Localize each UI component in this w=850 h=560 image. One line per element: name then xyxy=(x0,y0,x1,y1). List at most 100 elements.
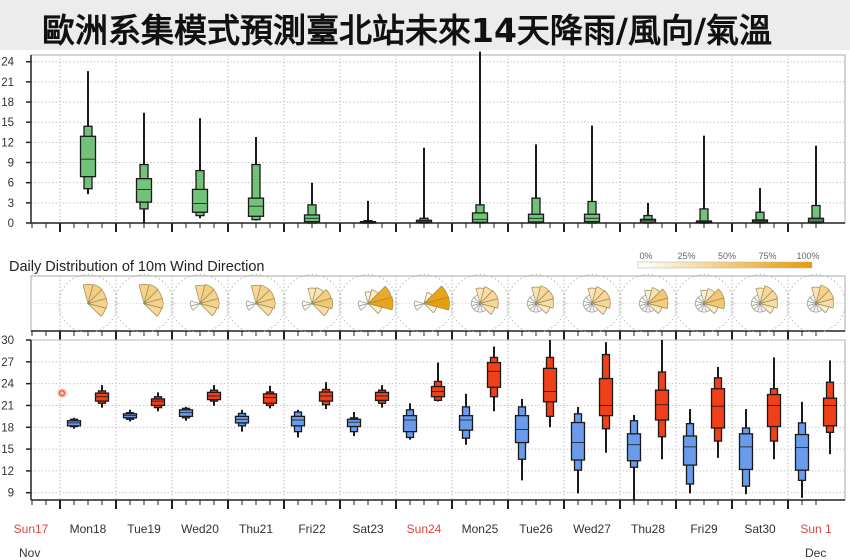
day-label: Sat30 xyxy=(744,522,776,536)
p10-p90-box xyxy=(251,163,261,221)
y-tick-label: 6 xyxy=(8,178,14,190)
tmin-box-Sun24 xyxy=(402,403,418,440)
p25-p75-box xyxy=(626,433,642,462)
wind-rose-Sun 1 xyxy=(786,274,846,333)
rose-sector xyxy=(422,302,438,314)
rose-sector xyxy=(753,294,761,305)
precip-box-Fri22 xyxy=(303,182,321,224)
title-bar: 歐洲系集模式預測臺北站未來14天降雨/風向/氣溫 xyxy=(0,0,850,50)
precip-box-Mon25 xyxy=(471,51,489,224)
rose-sector xyxy=(142,298,164,309)
y-tick-label: 24 xyxy=(1,379,14,391)
p25-p75-box xyxy=(710,388,726,429)
rose-sector xyxy=(590,302,608,315)
p25-p75-box xyxy=(542,367,558,403)
p10-p90-box xyxy=(587,200,597,224)
rose-sector xyxy=(814,290,835,305)
wind-panel-title: Daily Distribution of 10m Wind Direction xyxy=(9,259,264,275)
p25-p75-box xyxy=(402,414,418,433)
rose-sector xyxy=(473,294,481,305)
rose-outer-circle xyxy=(338,274,398,333)
rose-outer-circle xyxy=(170,274,230,333)
tmin-box-Thu21 xyxy=(234,409,250,432)
p10-p90-box xyxy=(811,204,821,224)
y-tick-label: 21 xyxy=(1,77,14,89)
wind-rose-Sun24 xyxy=(394,274,454,333)
wind-rose-panel xyxy=(30,274,846,340)
observation-halo xyxy=(57,388,67,399)
tmax-box-Sun 1 xyxy=(822,360,838,455)
legend-label: 25% xyxy=(677,251,695,261)
rose-sector xyxy=(413,300,426,307)
rose-sector xyxy=(366,296,394,311)
legend-gradient-bar xyxy=(637,261,813,269)
wind-rose-Thu28 xyxy=(618,274,678,333)
rose-sector xyxy=(758,298,778,309)
day-label: Sun 1 xyxy=(800,522,832,536)
rose-sector xyxy=(254,302,274,317)
tmax-box-Tue26 xyxy=(542,340,558,428)
rose-outer-circle xyxy=(226,274,286,333)
tmin-box-Tue19 xyxy=(122,409,138,422)
rose-sector xyxy=(301,300,314,307)
legend-label: 0% xyxy=(639,251,652,261)
wind-rose-Tue19 xyxy=(114,274,174,333)
legend-label: 75% xyxy=(758,251,776,261)
rose-sector xyxy=(310,302,330,317)
rose-outer-circle xyxy=(282,274,342,333)
precip-box-Sat30 xyxy=(751,188,769,224)
rose-sector xyxy=(245,300,258,307)
rose-sector xyxy=(310,297,333,310)
month-label: Dec xyxy=(805,546,826,560)
p25-p75-box xyxy=(79,135,97,178)
tmin-box-Wed27 xyxy=(570,406,586,494)
rose-sector xyxy=(529,294,537,305)
p10-p90-box xyxy=(755,211,765,224)
p25-p75-box xyxy=(458,414,474,431)
tmax-box-Tue19 xyxy=(150,392,166,412)
wind-rose-Mon18 xyxy=(58,274,118,333)
precip-box-Sat23 xyxy=(359,200,377,224)
rose-sector xyxy=(534,298,554,309)
rose-sector xyxy=(641,294,649,305)
rose-sector xyxy=(758,302,775,315)
day-label: Mon18 xyxy=(70,522,107,536)
precip-box-Thu21 xyxy=(247,136,265,221)
precip-box-Sun24 xyxy=(415,147,433,224)
rose-sector xyxy=(646,297,669,310)
y-tick-label: 12 xyxy=(1,466,14,478)
rose-sector xyxy=(534,290,555,305)
y-tick-label: 15 xyxy=(1,444,14,456)
y-tick-label: 9 xyxy=(8,158,14,170)
precip-box-Tue26 xyxy=(527,144,545,224)
observation-point xyxy=(58,389,66,397)
y-tick-label: 3 xyxy=(8,198,14,210)
precip-box-Tue19 xyxy=(135,112,153,223)
day-label: Mon25 xyxy=(462,522,499,536)
rose-sector xyxy=(478,298,499,309)
rose-outer-circle xyxy=(114,274,174,333)
day-label: Fri29 xyxy=(690,522,718,536)
tmax-box-Wed20 xyxy=(206,385,222,406)
month-label: Nov xyxy=(19,546,40,560)
wind-rose-Wed20 xyxy=(170,274,230,333)
tmin-box-Thu28 xyxy=(626,414,642,501)
tmin-box-Mon18 xyxy=(66,417,82,429)
p10-p90-box xyxy=(307,204,317,224)
x-axis-day-labels: Sun17 Mon18 Tue19 Wed20 Thu21 Fri22 Sat23 Sun24… xyxy=(14,522,832,560)
tmax-box-Sat30 xyxy=(766,357,782,460)
rose-sector xyxy=(809,294,817,305)
tmin-box-Fri29 xyxy=(682,409,698,494)
tmax-box-Sun24 xyxy=(430,362,446,402)
tmax-box-Thu28 xyxy=(654,340,670,460)
temperature-panel: 9 12 15 18 21 24 27 30 xyxy=(1,335,846,509)
day-label: Sun17 xyxy=(14,522,49,536)
wind-rose-Fri29 xyxy=(674,274,734,333)
tmin-box-Fri22 xyxy=(290,409,306,438)
precip-box-Fri29 xyxy=(695,135,713,224)
p25-p75-box xyxy=(682,435,698,466)
rose-sector xyxy=(815,284,830,305)
p25-p75-box xyxy=(346,418,362,428)
y-tick-label: 0 xyxy=(8,218,14,230)
day-label: Thu28 xyxy=(631,522,665,536)
